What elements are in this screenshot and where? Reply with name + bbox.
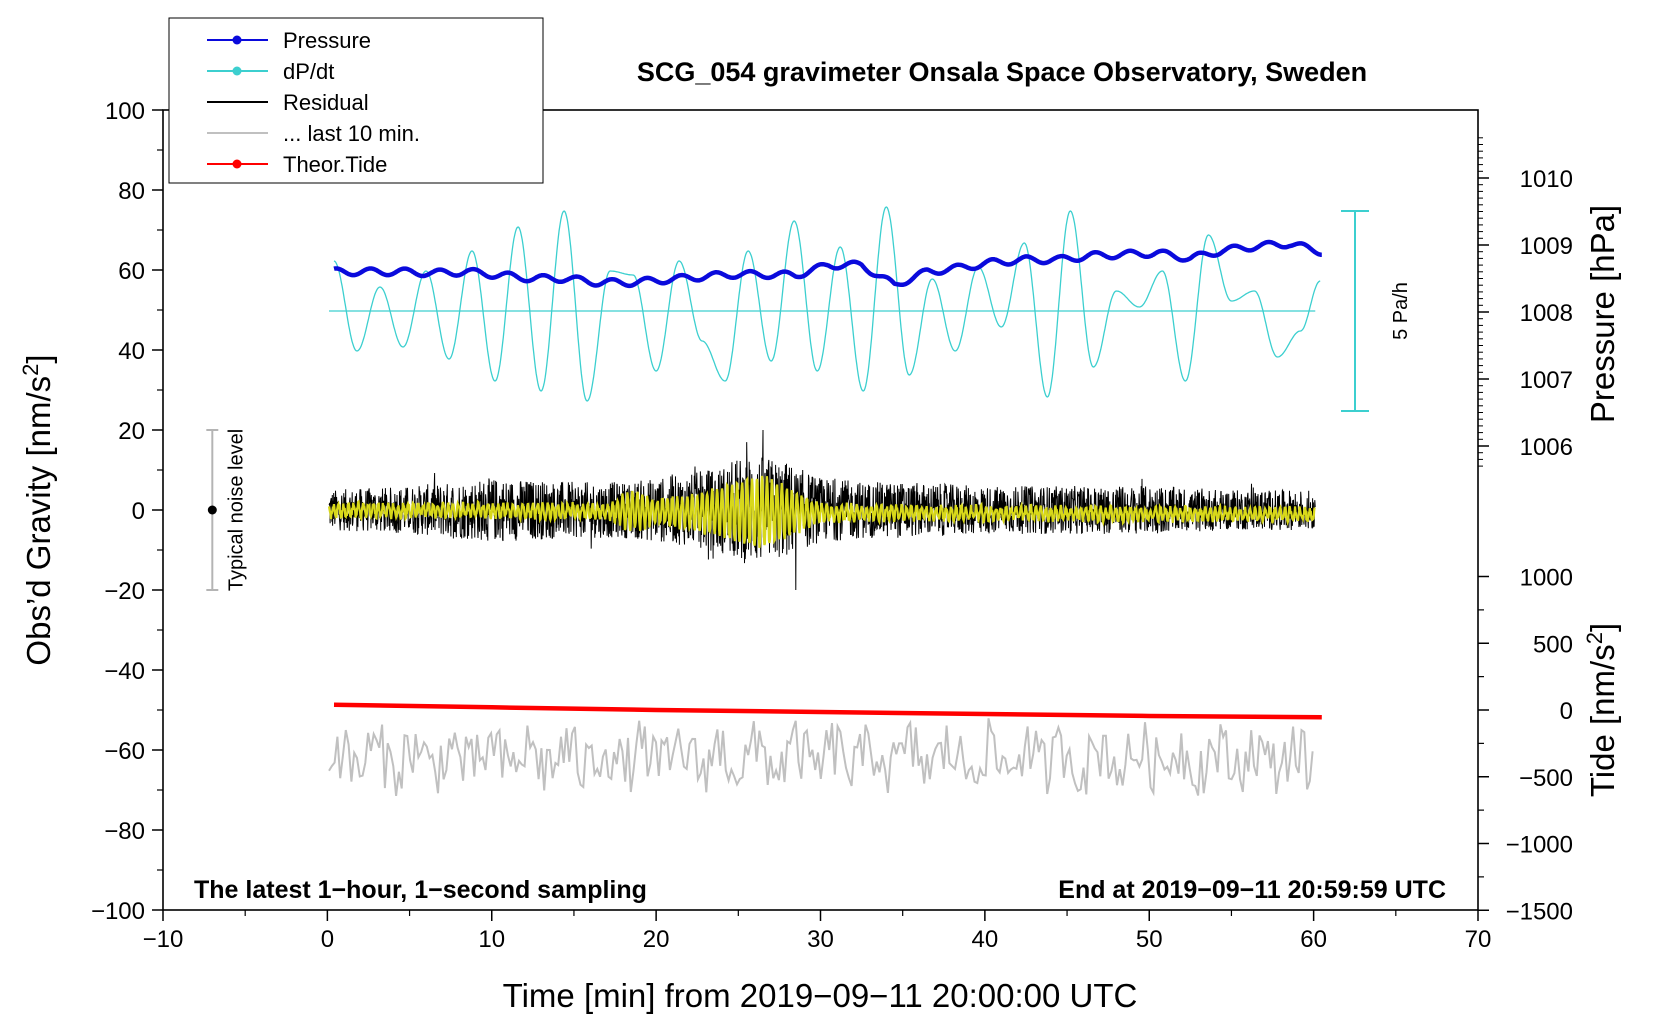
dpdt-line <box>333 206 1321 402</box>
last-10-min-series <box>328 718 1314 797</box>
pressure-tick-label: 1010 <box>1520 166 1573 193</box>
pressure-tick-label: 1007 <box>1520 367 1573 394</box>
x-tick-label: 50 <box>1136 926 1163 953</box>
pressure-tick-label: 1006 <box>1520 434 1573 461</box>
legend-marker <box>232 66 242 76</box>
tide-axis-label: Tide [nm/s2] <box>1582 623 1621 797</box>
legend-label: Pressure <box>283 28 371 53</box>
left-tick-label: −80 <box>104 818 145 845</box>
left-y-axis-label: Obs’d Gravity [nm/s2] <box>18 354 57 665</box>
tide-tick-label: −500 <box>1519 765 1573 792</box>
pressure-tick-label: 1009 <box>1520 233 1573 260</box>
tide-tick-label: −1500 <box>1506 898 1573 925</box>
left-tick-label: −40 <box>104 658 145 685</box>
x-tick-label: 70 <box>1465 926 1492 953</box>
pressure-axis-label: Pressure [hPa] <box>1584 205 1621 423</box>
left-tick-label: 0 <box>132 498 145 525</box>
legend-label: Theor.Tide <box>283 152 387 177</box>
left-tick-label: −20 <box>104 578 145 605</box>
x-tick-label: 30 <box>807 926 834 953</box>
tide-tick-label: 1000 <box>1520 565 1573 592</box>
left-tick-label: 100 <box>105 98 145 125</box>
end-time-note: End at 2019−09−11 20:59:59 UTC <box>1058 876 1446 904</box>
left-tick-label: 80 <box>118 178 145 205</box>
legend-label: dP/dt <box>283 59 334 84</box>
filtered-line <box>327 475 1316 548</box>
x-tick-label: 20 <box>643 926 670 953</box>
x-axis-label: Time [min] from 2019−09−11 20:00:00 UTC <box>503 977 1138 1014</box>
noise-center-dot <box>207 505 217 515</box>
left-tick-label: 60 <box>118 258 145 285</box>
x-tick-label: −10 <box>143 926 184 953</box>
theoretical-tide-series <box>333 702 1322 720</box>
legend-marker <box>232 159 242 169</box>
noise-indicator: Typical noise level <box>206 429 247 591</box>
pressure-series <box>332 239 1324 289</box>
dpdt-series <box>329 206 1321 402</box>
tide-tick-label: 0 <box>1560 698 1573 725</box>
axes: −10 0 10 20 30 40 50 60 70−100−80−60−40−20020406… <box>91 98 1573 953</box>
chart-title: SCG_054 gravimeter Onsala Space Observat… <box>637 57 1367 87</box>
tide-tick-label: 500 <box>1533 631 1573 658</box>
legend-label: ... last 10 min. <box>283 121 420 146</box>
rate-scale-bar: 5 Pa/h <box>1341 210 1412 412</box>
legend: Pressure dP/dt Residual ... last 10 min. The… <box>168 17 544 184</box>
left-tick-label: 40 <box>118 338 145 365</box>
legend-label: Residual <box>283 90 369 115</box>
tide-line <box>333 702 1322 720</box>
rate-bar-label: 5 Pa/h <box>1390 282 1412 340</box>
x-tick-label: 0 <box>321 926 334 953</box>
x-tick-label: 40 <box>972 926 999 953</box>
x-tick-label: 60 <box>1300 926 1327 953</box>
sampling-note: The latest 1−hour, 1−second sampling <box>194 876 647 904</box>
last-10-min-line <box>328 718 1314 797</box>
noise-label: Typical noise level <box>225 429 247 591</box>
tide-tick-label: −1000 <box>1506 832 1573 859</box>
left-tick-label: −100 <box>91 898 145 925</box>
pressure-line <box>332 239 1324 289</box>
pressure-tick-label: 1008 <box>1520 300 1573 327</box>
filtered-series <box>327 475 1316 548</box>
left-tick-label: −60 <box>104 738 145 765</box>
left-tick-label: 20 <box>118 418 145 445</box>
x-tick-label: 10 <box>478 926 505 953</box>
legend-marker <box>232 35 242 45</box>
legend-box <box>168 17 544 184</box>
